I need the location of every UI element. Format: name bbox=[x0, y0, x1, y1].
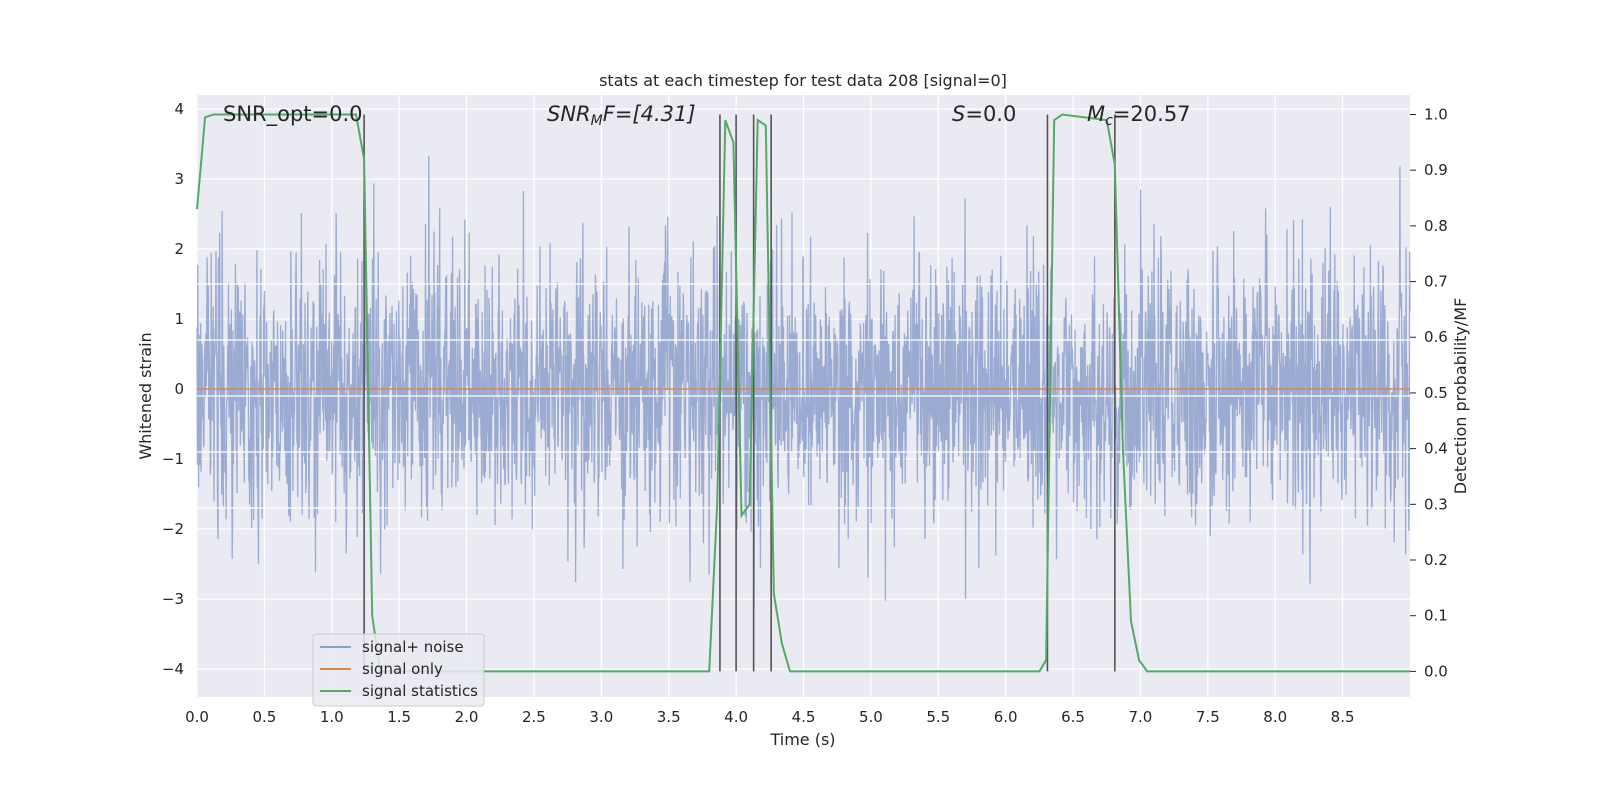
y-right-tick-label: 1.0 bbox=[1424, 105, 1448, 123]
legend-label-signal-noise: signal+ noise bbox=[362, 638, 464, 656]
x-tick-label: 5.0 bbox=[859, 708, 883, 726]
y-left-axis-ticks: −4 −3 −2 −1 0 1 2 3 4 bbox=[162, 100, 184, 678]
x-tick-label: 3.0 bbox=[589, 708, 613, 726]
s-annotation: S=0.0 bbox=[952, 102, 1016, 126]
y-right-tick-label: 0.1 bbox=[1424, 607, 1448, 625]
y-left-tick-label: −1 bbox=[162, 450, 184, 468]
y-right-axis-ticks: 0.0 0.1 0.2 0.3 0.4 0.5 0.6 0.7 0.8 0.9 1.0 bbox=[1410, 105, 1448, 680]
x-tick-label: 7.5 bbox=[1196, 708, 1220, 726]
x-axis-label: Time (s) bbox=[769, 730, 835, 749]
x-tick-label: 2.5 bbox=[522, 708, 546, 726]
x-tick-label: 1.0 bbox=[320, 708, 344, 726]
snr-mf-annotation: SNRMF=[4.31] bbox=[547, 102, 696, 129]
y-right-tick-label: 0.7 bbox=[1424, 273, 1448, 291]
y-left-tick-label: 4 bbox=[174, 100, 184, 118]
y-right-axis-label: Detection probability/MF bbox=[1451, 298, 1470, 495]
signal-statistics-series bbox=[196, 113, 1410, 673]
y-left-tick-label: 3 bbox=[174, 170, 184, 188]
x-tick-label: 1.5 bbox=[387, 708, 411, 726]
x-tick-label: 2.0 bbox=[455, 708, 479, 726]
y-right-tick-label: 0.5 bbox=[1424, 384, 1448, 402]
y-left-tick-label: 1 bbox=[174, 310, 184, 328]
y-right-tick-label: 0.0 bbox=[1424, 662, 1448, 680]
signal-statistics-line bbox=[196, 113, 1410, 673]
y-left-tick-label: 2 bbox=[174, 240, 184, 258]
legend-label-signal-statistics: signal statistics bbox=[362, 682, 478, 700]
x-tick-label: 0.0 bbox=[185, 708, 209, 726]
x-tick-label: 6.0 bbox=[994, 708, 1018, 726]
x-tick-label: 0.5 bbox=[252, 708, 276, 726]
y-right-tick-label: 0.9 bbox=[1424, 161, 1448, 179]
y-right-tick-label: 0.8 bbox=[1424, 217, 1448, 235]
legend: signal+ noise signal only signal statist… bbox=[312, 633, 485, 707]
x-tick-label: 4.0 bbox=[724, 708, 748, 726]
y-right-tick-label: 0.3 bbox=[1424, 495, 1448, 513]
y-left-tick-label: −3 bbox=[162, 590, 184, 608]
x-tick-label: 6.5 bbox=[1061, 708, 1085, 726]
x-tick-label: 4.5 bbox=[792, 708, 816, 726]
signal-noise-series bbox=[196, 155, 1411, 608]
x-tick-label: 5.5 bbox=[926, 708, 950, 726]
y-left-axis-label: Whitened strain bbox=[136, 332, 155, 459]
snr-opt-annotation: SNR_opt=0.0 bbox=[223, 102, 363, 127]
y-left-tick-label: −4 bbox=[162, 660, 184, 678]
x-tick-label: 8.5 bbox=[1331, 708, 1355, 726]
y-right-tick-label: 0.4 bbox=[1424, 440, 1448, 458]
x-axis-ticks: 0.0 0.5 1.0 1.5 2.0 2.5 3.0 3.5 4.0 4.5 5.0 5.5 6.0 6… bbox=[185, 708, 1354, 726]
legend-label-signal-only: signal only bbox=[362, 660, 443, 678]
y-right-tick-label: 0.6 bbox=[1424, 328, 1448, 346]
y-left-tick-label: −2 bbox=[162, 520, 184, 538]
x-tick-label: 8.0 bbox=[1263, 708, 1287, 726]
y-right-tick-label: 0.2 bbox=[1424, 551, 1448, 569]
y-left-tick-label: 0 bbox=[174, 380, 184, 398]
mc-annotation: Mc=20.57 bbox=[1087, 102, 1191, 129]
legend-box bbox=[312, 633, 485, 707]
x-tick-label: 3.5 bbox=[657, 708, 681, 726]
x-tick-label: 7.0 bbox=[1129, 708, 1153, 726]
chart-title: stats at each timestep for test data 208… bbox=[599, 71, 1007, 90]
